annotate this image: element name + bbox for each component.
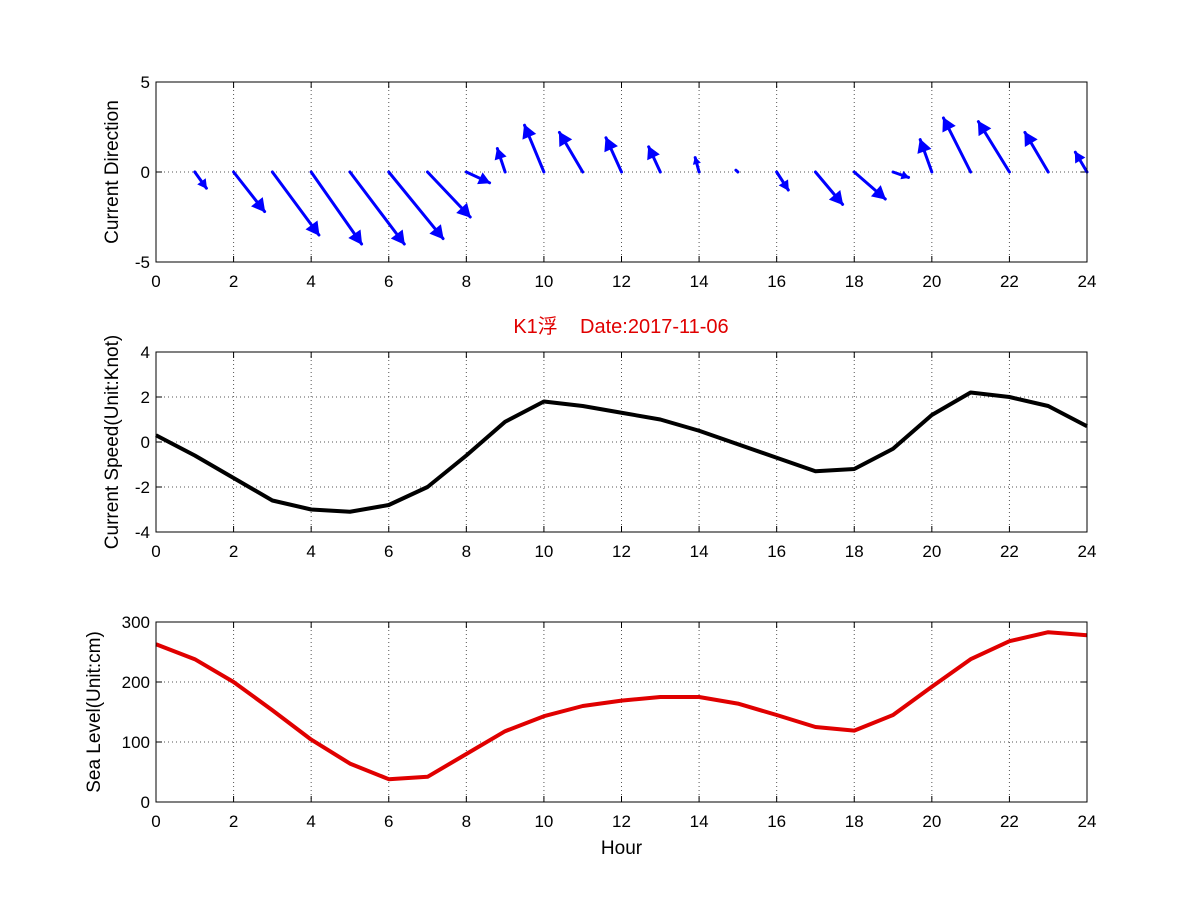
- current-arrow: [852, 170, 887, 201]
- current-direction-frame: [155, 81, 1088, 263]
- current-speed-ylabel: Current Speed(Unit:Knot): [102, 335, 123, 549]
- current-arrow: [941, 116, 973, 174]
- current-speed-xtick-label: 18: [845, 542, 864, 561]
- current-speed-xtick-label: 0: [151, 542, 160, 561]
- current-arrow: [976, 120, 1011, 174]
- current-arrow: [692, 156, 701, 174]
- current-speed-ytick-label: -4: [135, 523, 150, 542]
- current-arrow: [1023, 130, 1050, 174]
- current-direction-xtick-label: 14: [690, 272, 709, 291]
- current-speed-xtick-label: 6: [384, 542, 393, 561]
- current-direction-xtick-label: 8: [462, 272, 471, 291]
- current-arrow: [647, 145, 662, 174]
- current-direction-xtick-label: 22: [1000, 272, 1019, 291]
- current-direction-ticks: 0 2 4 6 8 10 12 14 16 18 20 22 24-505: [135, 73, 1097, 291]
- current-direction-ytick-label: 5: [141, 73, 150, 92]
- sea-level-series: [155, 630, 1088, 782]
- current-speed-xtick-label: 12: [612, 542, 631, 561]
- sea-level-xtick-label: 6: [384, 812, 393, 831]
- current-speed-xtick-label: 4: [306, 542, 315, 561]
- sea-level-xtick-label: 20: [922, 812, 941, 831]
- current-arrow: [426, 170, 472, 219]
- current-arrow: [309, 170, 364, 246]
- sea-level-ytick-label: 200: [122, 673, 150, 692]
- current-direction-xtick-label: 16: [767, 272, 786, 291]
- current-direction-panel: 0 2 4 6 8 10 12 14 16 18 20 22 24-505 Current Direct…: [102, 73, 1096, 291]
- sea-level-xtick-label: 22: [1000, 812, 1019, 831]
- current-arrow: [1073, 150, 1089, 174]
- current-speed-ytick-label: 2: [141, 388, 150, 407]
- sea-level-xtick-label: 16: [767, 812, 786, 831]
- current-direction-ytick-label: -5: [135, 253, 150, 272]
- current-arrow: [387, 170, 445, 241]
- current-speed-xtick-label: 16: [767, 542, 786, 561]
- sea-level-ylabel: Sea Level(Unit:cm): [84, 631, 105, 793]
- current-arrow: [494, 147, 507, 174]
- current-arrow: [464, 170, 492, 185]
- current-direction-xtick-label: 18: [845, 272, 864, 291]
- sea-level-ytick-label: 100: [122, 733, 150, 752]
- sea-level-xtick-label: 10: [534, 812, 553, 831]
- sea-level-xtick-label: 2: [229, 812, 238, 831]
- current-arrow: [232, 170, 267, 214]
- sea-level-xlabel: Hour: [601, 838, 643, 859]
- current-speed-ytick-label: 4: [141, 343, 150, 362]
- current-direction-xtick-label: 24: [1078, 272, 1097, 291]
- sea-level-xtick-label: 24: [1078, 812, 1097, 831]
- current-arrow: [557, 130, 585, 174]
- current-speed-xtick-label: 2: [229, 542, 238, 561]
- current-speed-xtick-label: 20: [922, 542, 941, 561]
- current-direction-ylabel: Current Direction: [102, 100, 123, 244]
- sea-level-grid: [156, 622, 1087, 802]
- current-speed-series: [155, 390, 1088, 514]
- sea-level-xtick-label: 14: [690, 812, 709, 831]
- current-arrow: [813, 170, 845, 206]
- current-direction-xtick-label: 12: [612, 272, 631, 291]
- current-direction-ytick-label: 0: [141, 163, 150, 182]
- sea-level-xtick-label: 4: [306, 812, 315, 831]
- current-arrow: [193, 170, 208, 190]
- current-direction-xtick-label: 20: [922, 272, 941, 291]
- current-direction-xtick-label: 10: [534, 272, 553, 291]
- sea-level-xtick-label: 18: [845, 812, 864, 831]
- chart-title: K1浮 Date:2017-11-06: [513, 315, 728, 338]
- sea-level-xtick-label: 0: [151, 812, 160, 831]
- current-speed-line: [155, 390, 1088, 514]
- current-speed-xtick-label: 24: [1078, 542, 1097, 561]
- current-speed-xtick-label: 14: [690, 542, 709, 561]
- current-arrow: [522, 123, 546, 174]
- current-arrow: [734, 168, 740, 174]
- sea-level-xtick-label: 8: [462, 812, 471, 831]
- current-direction-arrows: [193, 116, 1089, 246]
- current-arrow: [891, 170, 911, 180]
- current-speed-ytick-label: -2: [135, 478, 150, 497]
- current-direction-xtick-label: 0: [151, 272, 160, 291]
- sea-level-line: [155, 630, 1088, 782]
- current-arrow: [348, 170, 406, 246]
- current-direction-xtick-label: 6: [384, 272, 393, 291]
- sea-level-xtick-label: 12: [612, 812, 631, 831]
- current-arrow: [604, 136, 623, 174]
- current-speed-ytick-label: 0: [141, 433, 150, 452]
- current-arrow: [270, 170, 321, 237]
- sea-level-ytick-label: 0: [141, 793, 150, 812]
- current-speed-frame: [155, 351, 1088, 533]
- current-speed-xtick-label: 8: [462, 542, 471, 561]
- current-arrow: [917, 138, 934, 174]
- current-speed-xtick-label: 22: [1000, 542, 1019, 561]
- current-direction-xtick-label: 4: [306, 272, 315, 291]
- current-speed-xtick-label: 10: [534, 542, 553, 561]
- current-arrow: [775, 170, 790, 192]
- sea-level-ytick-label: 300: [122, 613, 150, 632]
- sea-level-frame: [155, 621, 1088, 803]
- current-direction-xtick-label: 2: [229, 272, 238, 291]
